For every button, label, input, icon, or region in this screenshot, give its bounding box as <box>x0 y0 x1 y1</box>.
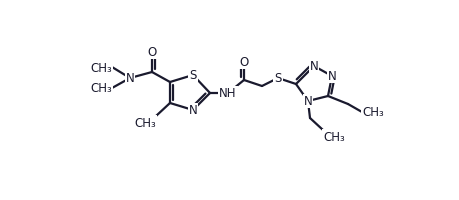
Text: N: N <box>303 95 313 108</box>
Text: CH₃: CH₃ <box>90 82 112 95</box>
Text: O: O <box>240 56 249 69</box>
Text: CH₃: CH₃ <box>90 61 112 74</box>
Text: CH₃: CH₃ <box>323 130 345 143</box>
Text: S: S <box>189 69 197 82</box>
Text: CH₃: CH₃ <box>362 106 384 119</box>
Text: S: S <box>274 72 282 85</box>
Text: N: N <box>189 104 197 117</box>
Text: N: N <box>126 72 134 85</box>
Text: CH₃: CH₃ <box>134 116 156 129</box>
Text: N: N <box>310 60 319 73</box>
Text: O: O <box>147 46 157 59</box>
Text: N: N <box>328 70 336 83</box>
Text: NH: NH <box>219 87 237 100</box>
